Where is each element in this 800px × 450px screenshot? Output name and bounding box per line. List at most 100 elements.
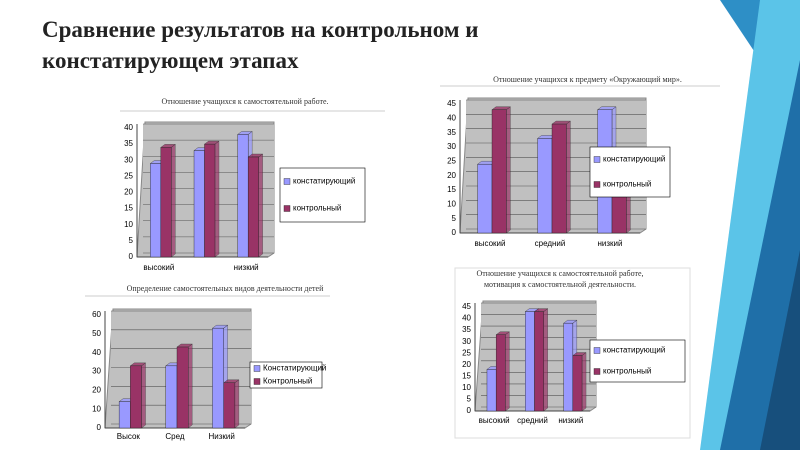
bar-side bbox=[214, 140, 220, 258]
x-tick-label: низкий bbox=[598, 239, 623, 248]
bar bbox=[237, 134, 249, 258]
legend-swatch bbox=[253, 365, 261, 372]
bar bbox=[537, 138, 553, 234]
x-tick-label: Высок bbox=[117, 432, 141, 441]
y-tick-label: 15 bbox=[124, 204, 133, 213]
bar bbox=[525, 311, 535, 412]
y-tick-label: 5 bbox=[452, 214, 457, 223]
legend-label: контрольный bbox=[293, 204, 341, 213]
legend-box bbox=[249, 361, 323, 389]
bar-side bbox=[234, 379, 240, 429]
bar-side bbox=[171, 143, 176, 258]
legend-label: констатирующий bbox=[603, 346, 665, 355]
chart-title: Определение самостоятельных видов деятел… bbox=[126, 284, 324, 293]
legend-label: констатирующий bbox=[293, 177, 355, 186]
legend-swatch bbox=[593, 347, 601, 354]
y-tick-label: 10 bbox=[462, 383, 471, 392]
y-tick-label: 20 bbox=[462, 360, 471, 369]
bar-side bbox=[141, 362, 146, 429]
decor bbox=[760, 250, 800, 450]
y-tick-label: 30 bbox=[462, 337, 471, 346]
bar bbox=[551, 123, 567, 234]
y-tick-label: 30 bbox=[447, 142, 456, 151]
y-tick-label: 25 bbox=[124, 171, 133, 180]
legend-label: Констатирующий bbox=[263, 364, 326, 373]
bar-side bbox=[258, 153, 263, 258]
bar bbox=[150, 163, 162, 258]
bar bbox=[130, 365, 142, 429]
legend-swatch bbox=[593, 368, 601, 375]
y-tick-label: 5 bbox=[129, 236, 134, 245]
y-tick-label: 10 bbox=[92, 404, 101, 413]
x-tick-label: средний bbox=[535, 239, 566, 248]
y-tick-label: 0 bbox=[97, 423, 102, 432]
y-tick-label: 45 bbox=[447, 99, 456, 108]
legend-label: контрольный bbox=[603, 367, 651, 376]
bar-side bbox=[505, 331, 510, 412]
y-tick-label: 0 bbox=[452, 228, 457, 237]
y-tick-label: 20 bbox=[92, 385, 101, 394]
y-tick-label: 40 bbox=[124, 123, 133, 132]
y-tick-label: 0 bbox=[467, 406, 472, 415]
bar bbox=[563, 322, 574, 412]
bar bbox=[534, 311, 544, 412]
bar-side bbox=[506, 106, 511, 234]
y-tick-label: 35 bbox=[462, 325, 471, 334]
x-tick-label: Низкий bbox=[208, 432, 234, 441]
y-tick-label: 15 bbox=[462, 371, 471, 380]
legend-swatch bbox=[253, 378, 261, 385]
slide-title: Сравнение результатов на контрольном и к… bbox=[42, 17, 479, 73]
y-tick-label: 60 bbox=[92, 310, 101, 319]
y-tick-label: 20 bbox=[447, 171, 456, 180]
legend-label: Контрольный bbox=[263, 377, 312, 386]
x-tick-label: высокий bbox=[479, 416, 510, 425]
y-tick-label: 5 bbox=[467, 395, 472, 404]
x-tick-label: высокий bbox=[475, 239, 506, 248]
x-tick-label: высокий bbox=[143, 263, 174, 272]
y-tick-label: 45 bbox=[462, 302, 471, 311]
legend-box bbox=[589, 339, 686, 383]
bar bbox=[165, 365, 178, 429]
chart-title: Отношение учащихся к предмету «Окружающи… bbox=[493, 75, 682, 84]
bar-side bbox=[543, 308, 548, 412]
bar bbox=[176, 346, 189, 429]
legend-swatch bbox=[593, 181, 601, 188]
y-tick-label: 10 bbox=[124, 220, 133, 229]
bar bbox=[204, 143, 216, 258]
legend-box bbox=[279, 167, 366, 223]
chart-title: Отношение учащихся к самостоятельной раб… bbox=[476, 269, 644, 289]
legend-swatch bbox=[593, 156, 601, 163]
bar-side bbox=[581, 352, 587, 412]
y-tick-label: 30 bbox=[92, 367, 101, 376]
bar bbox=[118, 401, 131, 429]
y-tick-label: 50 bbox=[92, 329, 101, 338]
y-tick-label: 0 bbox=[129, 252, 134, 261]
bar bbox=[247, 156, 259, 258]
y-tick-label: 10 bbox=[447, 199, 456, 208]
y-tick-label: 40 bbox=[92, 348, 101, 357]
y-tick-label: 35 bbox=[124, 139, 133, 148]
y-tick-label: 15 bbox=[447, 185, 456, 194]
bar-side bbox=[187, 343, 193, 429]
bar bbox=[160, 147, 172, 258]
y-tick-label: 40 bbox=[447, 113, 456, 122]
bar bbox=[223, 382, 236, 429]
legend-box bbox=[589, 146, 671, 198]
bar bbox=[193, 150, 205, 258]
bar bbox=[495, 334, 506, 412]
legend-label: контрольный bbox=[603, 180, 651, 189]
y-tick-label: 35 bbox=[447, 128, 456, 137]
y-tick-label: 30 bbox=[124, 155, 133, 164]
legend-swatch bbox=[283, 178, 291, 185]
bar bbox=[486, 369, 497, 412]
bar-side bbox=[566, 120, 571, 234]
bar bbox=[572, 355, 583, 412]
bar bbox=[491, 109, 507, 234]
y-tick-label: 25 bbox=[462, 348, 471, 357]
x-tick-label: Сред bbox=[165, 432, 185, 441]
legend-label: констатирующий bbox=[603, 155, 665, 164]
chart-title: Отношение учащихся к самостоятельной раб… bbox=[161, 97, 329, 106]
legend-swatch bbox=[283, 205, 291, 212]
